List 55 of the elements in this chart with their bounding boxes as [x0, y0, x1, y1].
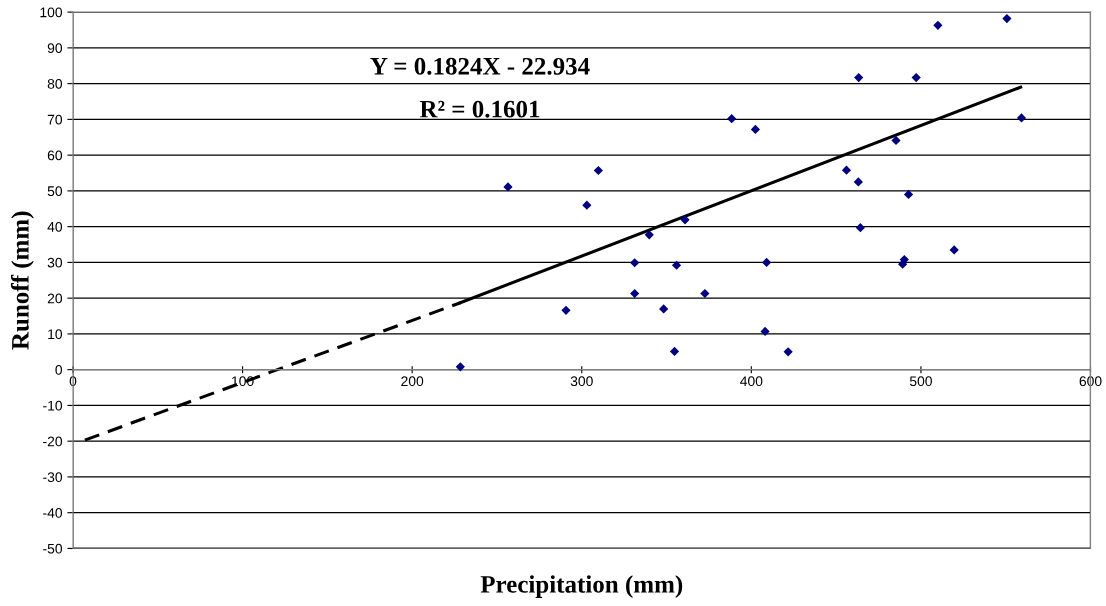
- x-tick-label: 500: [909, 376, 932, 387]
- point: [680, 215, 690, 225]
- point: [760, 326, 770, 337]
- point: [582, 200, 592, 210]
- y-tick-label: 80: [47, 78, 63, 89]
- point: [455, 362, 465, 372]
- y-tick-label: 30: [47, 257, 63, 268]
- point: [700, 288, 710, 299]
- y-axis-title: Runoff (mm): [10, 211, 34, 350]
- x-tick-label: 400: [740, 376, 763, 387]
- point: [841, 165, 852, 175]
- y-tick-label: 50: [47, 186, 63, 197]
- point: [949, 245, 959, 255]
- y-tick-label: 10: [48, 329, 63, 340]
- point: [503, 182, 513, 192]
- y-tick-label: 20: [47, 293, 63, 304]
- annotation: Y = 0.1824X - 22.934: [370, 57, 590, 75]
- y-tick-label: -50: [43, 543, 63, 554]
- y-tick-label: 70: [47, 114, 63, 125]
- y-tick-label: -20: [43, 436, 63, 447]
- point: [1016, 113, 1027, 123]
- y-tick-label: 90: [47, 43, 63, 54]
- y-tick-label: 40: [47, 221, 63, 232]
- point: [762, 257, 772, 268]
- y-tick-label: -30: [43, 472, 63, 483]
- point: [903, 189, 914, 200]
- x-tick-label: 600: [1079, 376, 1102, 387]
- point: [669, 346, 680, 357]
- x-tick-label: 200: [401, 376, 424, 387]
- point: [783, 347, 793, 357]
- point: [854, 72, 864, 83]
- point: [750, 124, 761, 134]
- y-tick-label: 0: [55, 364, 63, 375]
- point: [659, 304, 669, 314]
- point: [933, 20, 943, 30]
- point: [1002, 13, 1012, 24]
- point: [727, 114, 737, 124]
- x-axis-title: Precipitation (mm): [480, 575, 683, 598]
- point: [855, 223, 865, 233]
- point: [671, 260, 682, 270]
- y-tick-label: 100: [40, 7, 63, 18]
- point: [644, 230, 654, 240]
- annotation: R² = 0.1601: [419, 100, 540, 118]
- point: [891, 135, 901, 146]
- y-tick-label: -40: [43, 508, 63, 518]
- point: [561, 305, 571, 315]
- x-tick-label: 0: [69, 376, 77, 387]
- point: [593, 165, 603, 176]
- y-tick-label: 60: [47, 150, 63, 161]
- point: [853, 177, 863, 187]
- point: [630, 288, 640, 299]
- point: [911, 72, 921, 83]
- x-tick-label: 300: [570, 376, 593, 387]
- point: [630, 258, 640, 268]
- y-tick-label: -10: [43, 400, 63, 411]
